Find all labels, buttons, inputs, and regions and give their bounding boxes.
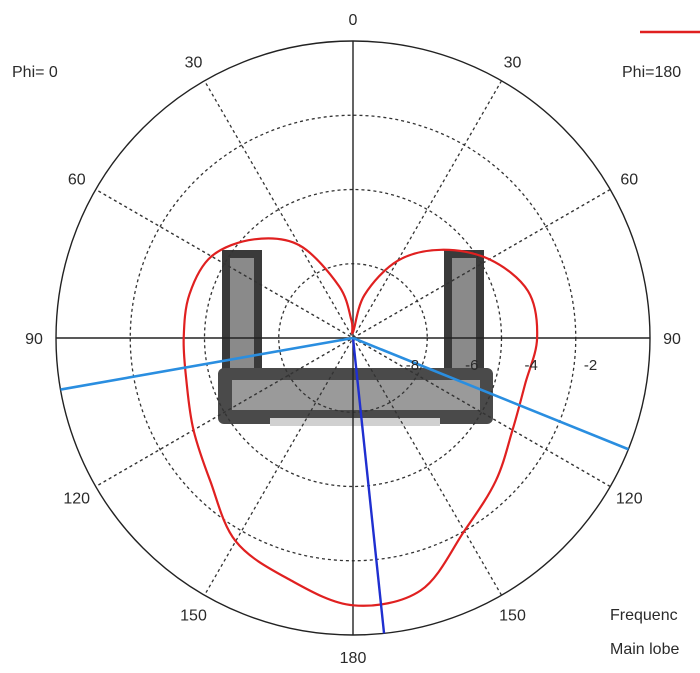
radial-label: -6 <box>465 357 478 374</box>
theta-label: 150 <box>499 607 526 624</box>
radial-label: -2 <box>584 357 597 374</box>
info-line-1: Frequenc <box>610 607 678 624</box>
direction-lines <box>60 336 629 634</box>
antenna-base-highlight <box>232 380 480 410</box>
phi-right-label: Phi=180 <box>622 64 681 81</box>
theta-label: 120 <box>63 491 90 508</box>
antenna-base-slot <box>270 418 440 426</box>
angle-labels: 0 30 30 60 60 90 90 120 120 150 150 180 -8 -6 -4 -2 <box>25 12 681 667</box>
main-lobe-line <box>351 337 386 634</box>
beamwidth-line-2 <box>352 336 629 451</box>
antenna-right-post-highlight <box>452 258 476 373</box>
antenna-model-image <box>218 250 493 426</box>
theta-label: 30 <box>185 55 203 72</box>
theta-label: 60 <box>68 172 86 189</box>
theta-label: 120 <box>616 491 643 508</box>
info-line-2: Main lobe <box>610 641 679 658</box>
radial-label: -8 <box>406 357 419 374</box>
theta-label: 90 <box>25 331 43 348</box>
beamwidth-line-1 <box>60 336 354 391</box>
phi-left-label: Phi= 0 <box>12 64 58 81</box>
theta-label: 30 <box>504 55 522 72</box>
antenna-left-post-highlight <box>230 258 254 373</box>
theta-label: 150 <box>180 607 207 624</box>
radial-label: -4 <box>525 357 538 374</box>
theta-label: 180 <box>340 650 367 667</box>
theta-label: 90 <box>663 331 681 348</box>
theta-label: 60 <box>620 172 638 189</box>
theta-label: 0 <box>349 12 358 29</box>
